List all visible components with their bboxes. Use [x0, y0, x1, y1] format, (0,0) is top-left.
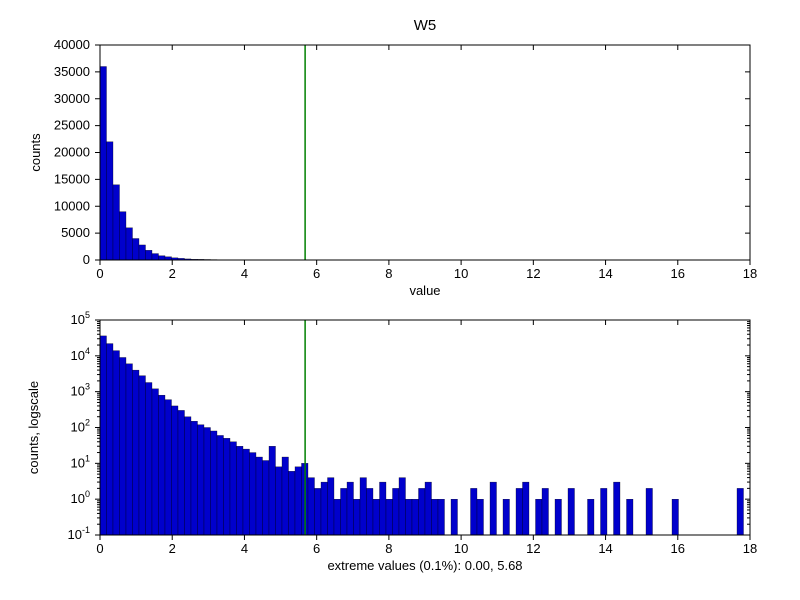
- bottom-xtick-label: 6: [313, 541, 320, 556]
- top-xtick-label: 12: [526, 266, 540, 281]
- top-histogram-bars: [100, 67, 256, 261]
- top-xtick-label: 0: [96, 266, 103, 281]
- bottom-histogram-bars: [100, 336, 744, 535]
- top-ytick-label: 40000: [54, 37, 90, 52]
- top-xtick-label: 8: [385, 266, 392, 281]
- top-xtick-label: 2: [169, 266, 176, 281]
- bottom-xtick-label: 2: [169, 541, 176, 556]
- bottom-ytick-label: 105: [71, 310, 90, 327]
- top-ytick-label: 10000: [54, 198, 90, 213]
- top-xtick-label: 14: [598, 266, 612, 281]
- bottom-ytick-label: 102: [71, 418, 90, 435]
- top-plot-frame: [100, 45, 750, 260]
- bottom-ytick-label: 10-1: [68, 525, 90, 542]
- bottom-xtick-label: 18: [743, 541, 757, 556]
- top-ytick-label: 0: [83, 252, 90, 267]
- bottom-xtick-label: 12: [526, 541, 540, 556]
- histogram-figure: W502468101214161805000100001500020000250…: [0, 0, 800, 600]
- top-xtick-label: 6: [313, 266, 320, 281]
- top-ytick-label: 20000: [54, 145, 90, 160]
- bottom-xlabel: extreme values (0.1%): 0.00, 5.68: [327, 558, 522, 573]
- top-xtick-label: 18: [743, 266, 757, 281]
- bottom-xtick-label: 16: [671, 541, 685, 556]
- top-xtick-label: 10: [454, 266, 468, 281]
- top-ytick-label: 35000: [54, 64, 90, 79]
- bottom-ytick-label: 101: [71, 453, 90, 470]
- top-xtick-label: 16: [671, 266, 685, 281]
- top-ytick-label: 30000: [54, 91, 90, 106]
- bottom-xtick-label: 10: [454, 541, 468, 556]
- bottom-ytick-label: 103: [71, 382, 90, 399]
- chart-title: W5: [414, 17, 437, 34]
- top-ytick-label: 25000: [54, 118, 90, 133]
- bottom-xtick-label: 0: [96, 541, 103, 556]
- bottom-ytick-label: 100: [71, 489, 90, 506]
- bottom-xtick-label: 14: [598, 541, 612, 556]
- top-xtick-label: 4: [241, 266, 248, 281]
- bottom-ylabel: counts, logscale: [26, 381, 41, 474]
- bottom-xtick-label: 8: [385, 541, 392, 556]
- top-xlabel: value: [409, 283, 440, 298]
- top-ytick-label: 15000: [54, 171, 90, 186]
- top-ytick-label: 5000: [61, 225, 90, 240]
- bottom-ytick-label: 104: [71, 346, 90, 363]
- bottom-xtick-label: 4: [241, 541, 248, 556]
- top-ylabel: counts: [28, 133, 43, 172]
